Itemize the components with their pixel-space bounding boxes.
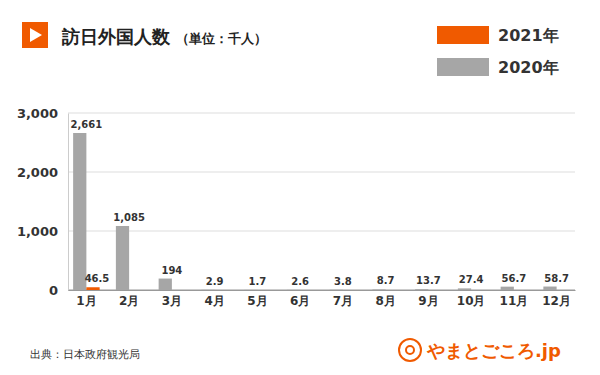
legend: 2021年 2020年 [437, 26, 559, 77]
x-tick: 10月 [457, 290, 486, 308]
x-tick: 11月 [500, 290, 529, 308]
x-axis: 1月 2月 3月 4月 5月 6月 7月 8月 9月 10月 11月 12月 [69, 290, 576, 308]
data-label: 1,085 [113, 212, 145, 223]
y-axis-line [68, 114, 69, 291]
x-tick-label: 4月 [204, 294, 224, 308]
grid-line [68, 290, 575, 291]
grid-line [68, 172, 575, 173]
x-tick-label: 12月 [542, 294, 571, 308]
bar [86, 287, 99, 290]
data-label: 2.9 [206, 276, 224, 287]
chart: 訪日外国人数 （単位：千人） 2021年 2020年 0 1,000 2,000 3,000 1… [0, 0, 600, 375]
brand: やまとごころ.jp [426, 340, 561, 361]
legend-label: 2021年 [498, 26, 559, 45]
bar [159, 279, 172, 290]
legend-swatch [437, 26, 489, 44]
x-tick-label: 11月 [500, 294, 529, 308]
data-label: 194 [161, 265, 182, 276]
bar [458, 288, 471, 290]
bar [501, 287, 514, 290]
x-tick: 1月 [76, 290, 96, 308]
x-tick: 3月 [162, 290, 182, 308]
data-label: 2.6 [291, 276, 309, 287]
title-icon [22, 22, 48, 48]
x-tick: 7月 [333, 290, 353, 308]
bar [372, 289, 385, 290]
x-tick-label: 10月 [457, 294, 486, 308]
x-tick: 5月 [247, 290, 267, 308]
x-tick: 2月 [119, 290, 139, 308]
y-tick-label: 0 [49, 283, 58, 298]
x-tick: 12月 [542, 290, 571, 308]
y-tick: 3,000 [17, 106, 68, 121]
data-label: 46.5 [85, 273, 110, 284]
bar [116, 226, 129, 290]
y-tick-label: 3,000 [17, 106, 58, 121]
legend-swatch [437, 58, 489, 76]
data-label: 8.7 [377, 275, 395, 286]
bar [244, 289, 257, 290]
grid [68, 113, 575, 290]
y-tick: 1,000 [17, 224, 68, 239]
x-tick-label: 1月 [76, 294, 96, 308]
x-tick-label: 6月 [290, 294, 310, 308]
x-tick-label: 7月 [333, 294, 353, 308]
y-axis: 0 1,000 2,000 3,000 [17, 106, 69, 298]
x-tick-label: 9月 [418, 294, 438, 308]
bar [73, 133, 86, 290]
brand-icon [399, 339, 421, 361]
x-tick-label: 3月 [162, 294, 182, 308]
grid-line [68, 231, 575, 232]
title-icon-arrow [30, 28, 42, 42]
data-label: 27.4 [459, 274, 484, 285]
bar [543, 287, 556, 290]
subtitle: （単位：千人） [176, 31, 267, 46]
y-tick-label: 2,000 [17, 165, 58, 180]
data-labels: 2,661 1,085 194 2.9 1.7 2.6 3.8 8.7 13.7 27.4 56.7… [71, 119, 569, 287]
bars [73, 133, 556, 290]
data-label: 2,661 [71, 119, 103, 130]
data-label: 3.8 [334, 276, 352, 287]
title: 訪日外国人数 （単位：千人） [61, 26, 267, 47]
bar [415, 289, 428, 290]
grid-line [68, 113, 575, 114]
x-tick: 8月 [375, 290, 395, 308]
x-tick-label: 2月 [119, 294, 139, 308]
y-tick: 2,000 [17, 165, 68, 180]
y-tick-label: 1,000 [17, 224, 58, 239]
legend-label: 2020年 [498, 58, 559, 77]
x-tick-label: 8月 [375, 294, 395, 308]
bar [287, 289, 300, 290]
data-label: 58.7 [544, 273, 569, 284]
x-tick: 9月 [418, 290, 438, 308]
brand-logo: やまとごころ.jp [399, 339, 561, 361]
brand-icon-inner [406, 346, 414, 354]
x-tick: 4月 [204, 290, 224, 308]
data-label: 1.7 [249, 276, 267, 287]
source: 出典：日本政府観光局 [30, 348, 140, 361]
bar [201, 289, 214, 290]
x-tick: 6月 [290, 290, 310, 308]
x-tick-label: 5月 [247, 294, 267, 308]
bar [330, 289, 343, 290]
x-axis-line [69, 290, 576, 291]
y-tick: 0 [49, 283, 68, 298]
data-label: 56.7 [502, 273, 527, 284]
title-text: 訪日外国人数 [61, 26, 171, 47]
data-label: 13.7 [416, 275, 441, 286]
